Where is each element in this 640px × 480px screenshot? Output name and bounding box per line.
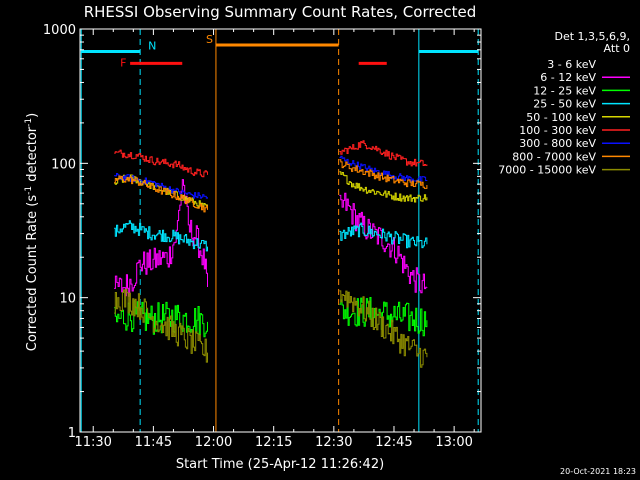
legend-label: 3 - 6 keV <box>547 58 596 71</box>
legend-label: 300 - 800 keV <box>519 137 596 150</box>
legend-label: 50 - 100 keV <box>526 111 596 124</box>
series-line <box>114 175 208 213</box>
plot-area: N SF 11:30 11:45 12:00 12:15 12:30 12:45 13:00 … <box>43 23 482 450</box>
series-line <box>339 171 428 203</box>
legend-label: 100 - 300 keV <box>519 124 596 137</box>
x-tick-label: 13:00 <box>435 435 472 450</box>
series-line <box>339 297 428 337</box>
legend-header-detectors: Det 1,3,5,6,9, <box>554 30 630 43</box>
x-tick-label: 11:30 <box>74 435 111 450</box>
legend-label: 6 - 12 keV <box>540 71 596 84</box>
y-tick-label: 1 <box>68 426 76 441</box>
series-25-50-kev <box>114 220 428 252</box>
series-line <box>114 220 208 252</box>
series-line <box>339 290 428 368</box>
series-800-7000-kev <box>114 159 428 213</box>
y-axis-label-end: ) <box>25 113 40 118</box>
legend-label: 7000 - 15000 keV <box>498 164 596 177</box>
x-axis-label: Start Time (25-Apr-12 11:26:42) <box>176 457 384 472</box>
legend-label: 12 - 25 keV <box>533 84 596 97</box>
y-axis-label: Corrected Count Rate (s-1 detector-1) <box>24 113 40 351</box>
x-tick-label: 12:00 <box>195 435 232 450</box>
y-axis-label-main: Corrected Count Rate (s <box>25 195 40 352</box>
series-layer <box>114 122 428 432</box>
series-line <box>339 159 428 189</box>
chart-title: RHESSI Observing Summary Count Rates, Co… <box>84 3 477 21</box>
legend-label: 25 - 50 keV <box>533 98 596 111</box>
y-axis-label-sup2: -1 <box>24 118 34 127</box>
x-tick-label: 12:45 <box>375 435 412 450</box>
y-tick-label: 100 <box>51 157 76 172</box>
series-line <box>339 140 428 167</box>
flag-label-flare: F <box>120 56 126 69</box>
series-7000-15000-kev <box>114 288 428 368</box>
y-tick-label: 1000 <box>43 23 76 38</box>
series-line <box>114 149 208 178</box>
generation-timestamp: 20-Oct-2021 18:23 <box>560 467 636 476</box>
flag-label-night: N <box>148 39 156 52</box>
x-axis-ticks: 11:30 11:45 12:00 12:15 12:30 12:45 13:00 <box>74 29 475 450</box>
y-axis-label-sup1: -1 <box>24 186 34 195</box>
y-axis-ticks: 1 10 100 1000 <box>43 23 481 441</box>
y-axis-label-mid: detector <box>25 126 40 186</box>
legend-label: 800 - 7000 keV <box>512 150 596 163</box>
series-line <box>339 222 428 249</box>
x-tick-label: 12:30 <box>315 435 352 450</box>
y-tick-label: 10 <box>59 292 76 307</box>
x-tick-label: 12:15 <box>255 435 292 450</box>
series-line <box>339 192 428 294</box>
plot-frame <box>79 28 482 433</box>
legend-header-attenuator: Att 0 <box>604 42 630 55</box>
flag-label-saa: S <box>206 33 213 46</box>
x-tick-label: 11:45 <box>135 435 172 450</box>
series-line <box>114 288 208 363</box>
series-100-300-kev <box>114 140 428 178</box>
